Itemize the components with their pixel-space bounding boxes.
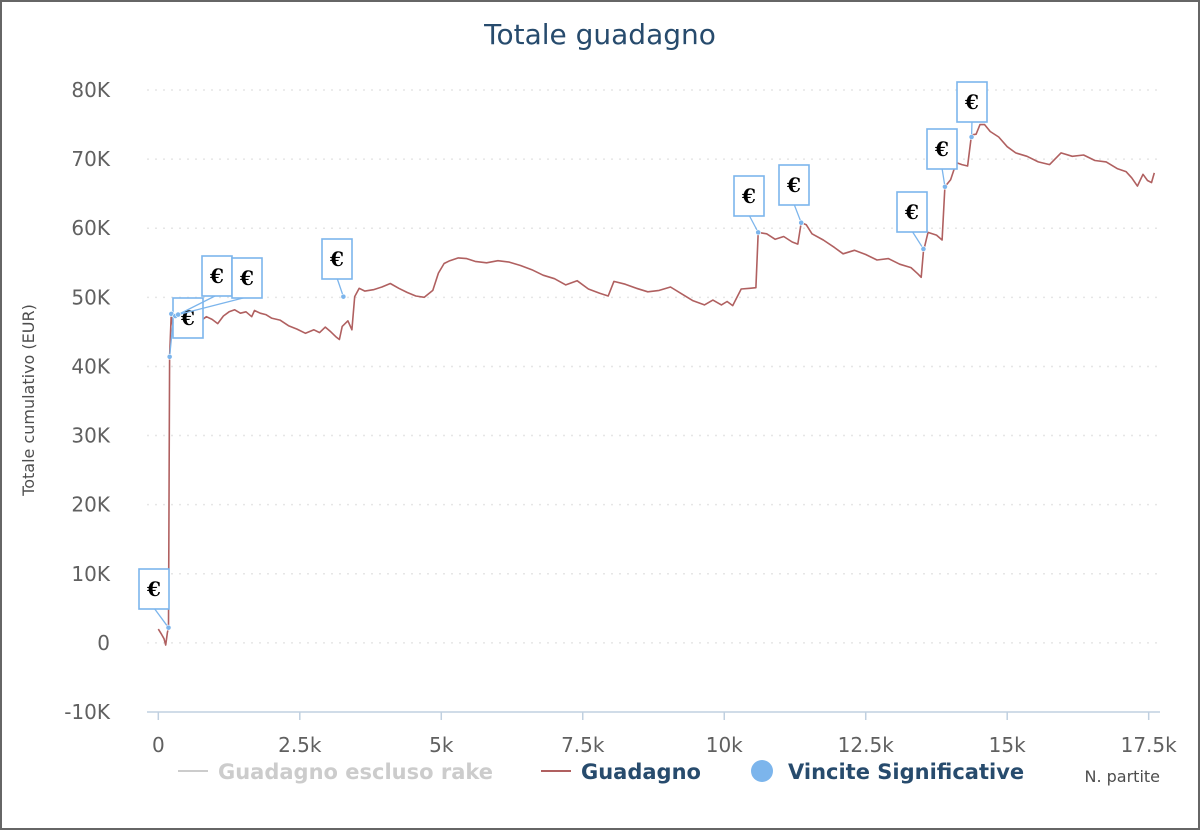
flag-label: € [934, 137, 949, 161]
x-tick-label: 0 [152, 733, 165, 757]
vincita-flag[interactable]: € [927, 129, 957, 187]
legend-item[interactable]: Guadagno escluso rake [178, 760, 493, 784]
legend-label: Vincite Significative [788, 760, 1024, 784]
y-tick-label: 0 [97, 631, 110, 655]
vincita-marker[interactable] [166, 625, 171, 630]
legend-item[interactable]: Vincite Significative [751, 760, 1024, 784]
x-tick-label: 17.5k [1121, 733, 1178, 757]
y-axis-ticks: -10K 0 10K 20K 30K 40K 50K 60K 70K 80K [64, 78, 111, 724]
vincita-flag[interactable]: € [779, 165, 809, 223]
x-tick-label: 15k [989, 733, 1026, 757]
flag-label: € [146, 577, 161, 601]
vincita-marker[interactable] [942, 184, 947, 189]
vincita-marker[interactable] [176, 312, 181, 317]
x-tick-label: 2.5k [278, 733, 322, 757]
y-tick-label: 50K [71, 285, 110, 309]
series-line-guadagno [158, 125, 1154, 645]
x-tick-label: 10k [706, 733, 743, 757]
vincita-flag[interactable]: € [139, 569, 169, 628]
vincita-marker[interactable] [341, 294, 346, 299]
y-tick-label: 70K [71, 147, 110, 171]
flag-connector [794, 204, 801, 223]
y-tick-label: -10K [64, 700, 111, 724]
chart-title: Totale guadagno [483, 18, 716, 51]
y-axis-title: Totale cumulativo (EUR) [19, 304, 38, 497]
vincita-marker[interactable] [969, 134, 974, 139]
flag-connector [912, 231, 923, 249]
x-tick-label: 7.5k [561, 733, 605, 757]
series-layer [158, 125, 1154, 645]
x-axis-ticks: 0 2.5k 5k 7.5k 10k 12.5k 15k 17.5k [152, 712, 1177, 757]
legend-label: Guadagno [581, 760, 701, 784]
x-tick-label: 5k [429, 733, 454, 757]
flag-label: € [964, 90, 979, 114]
vincita-marker[interactable] [921, 246, 926, 251]
vincita-marker[interactable] [799, 220, 804, 225]
flag-label: € [741, 184, 756, 208]
y-tick-label: 30K [71, 424, 110, 448]
vincita-flag[interactable]: € [322, 239, 352, 297]
flag-label: € [904, 200, 919, 224]
legend-item[interactable]: Guadagno [541, 760, 701, 784]
y-tick-label: 80K [71, 78, 110, 102]
flag-connector [154, 608, 169, 628]
flag-label: € [239, 266, 254, 290]
flag-connector [749, 215, 758, 232]
vincita-marker[interactable] [756, 230, 761, 235]
legend-label: Guadagno escluso rake [218, 760, 493, 784]
flags-layer: €€€€€€€€€€ [139, 82, 987, 630]
y-tick-label: 40K [71, 354, 110, 378]
y-tick-label: 10K [71, 562, 110, 586]
flag-label: € [329, 247, 344, 271]
vincita-flag[interactable]: € [734, 176, 764, 232]
vincita-flag[interactable]: € [957, 82, 987, 137]
x-tick-label: 12.5k [838, 733, 895, 757]
vincita-flag[interactable]: € [897, 192, 927, 249]
flag-label: € [786, 173, 801, 197]
y-tick-label: 20K [71, 493, 110, 517]
y-tick-label: 60K [71, 216, 110, 240]
legend: Guadagno escluso rake Guadagno Vincite Sig… [178, 760, 1024, 784]
legend-circle-icon [751, 760, 773, 782]
flag-connector [337, 278, 343, 297]
vincita-marker[interactable] [167, 354, 172, 359]
grid-lines [147, 90, 1160, 643]
flag-label: € [209, 264, 224, 288]
x-axis-title: N. partite [1084, 767, 1160, 786]
